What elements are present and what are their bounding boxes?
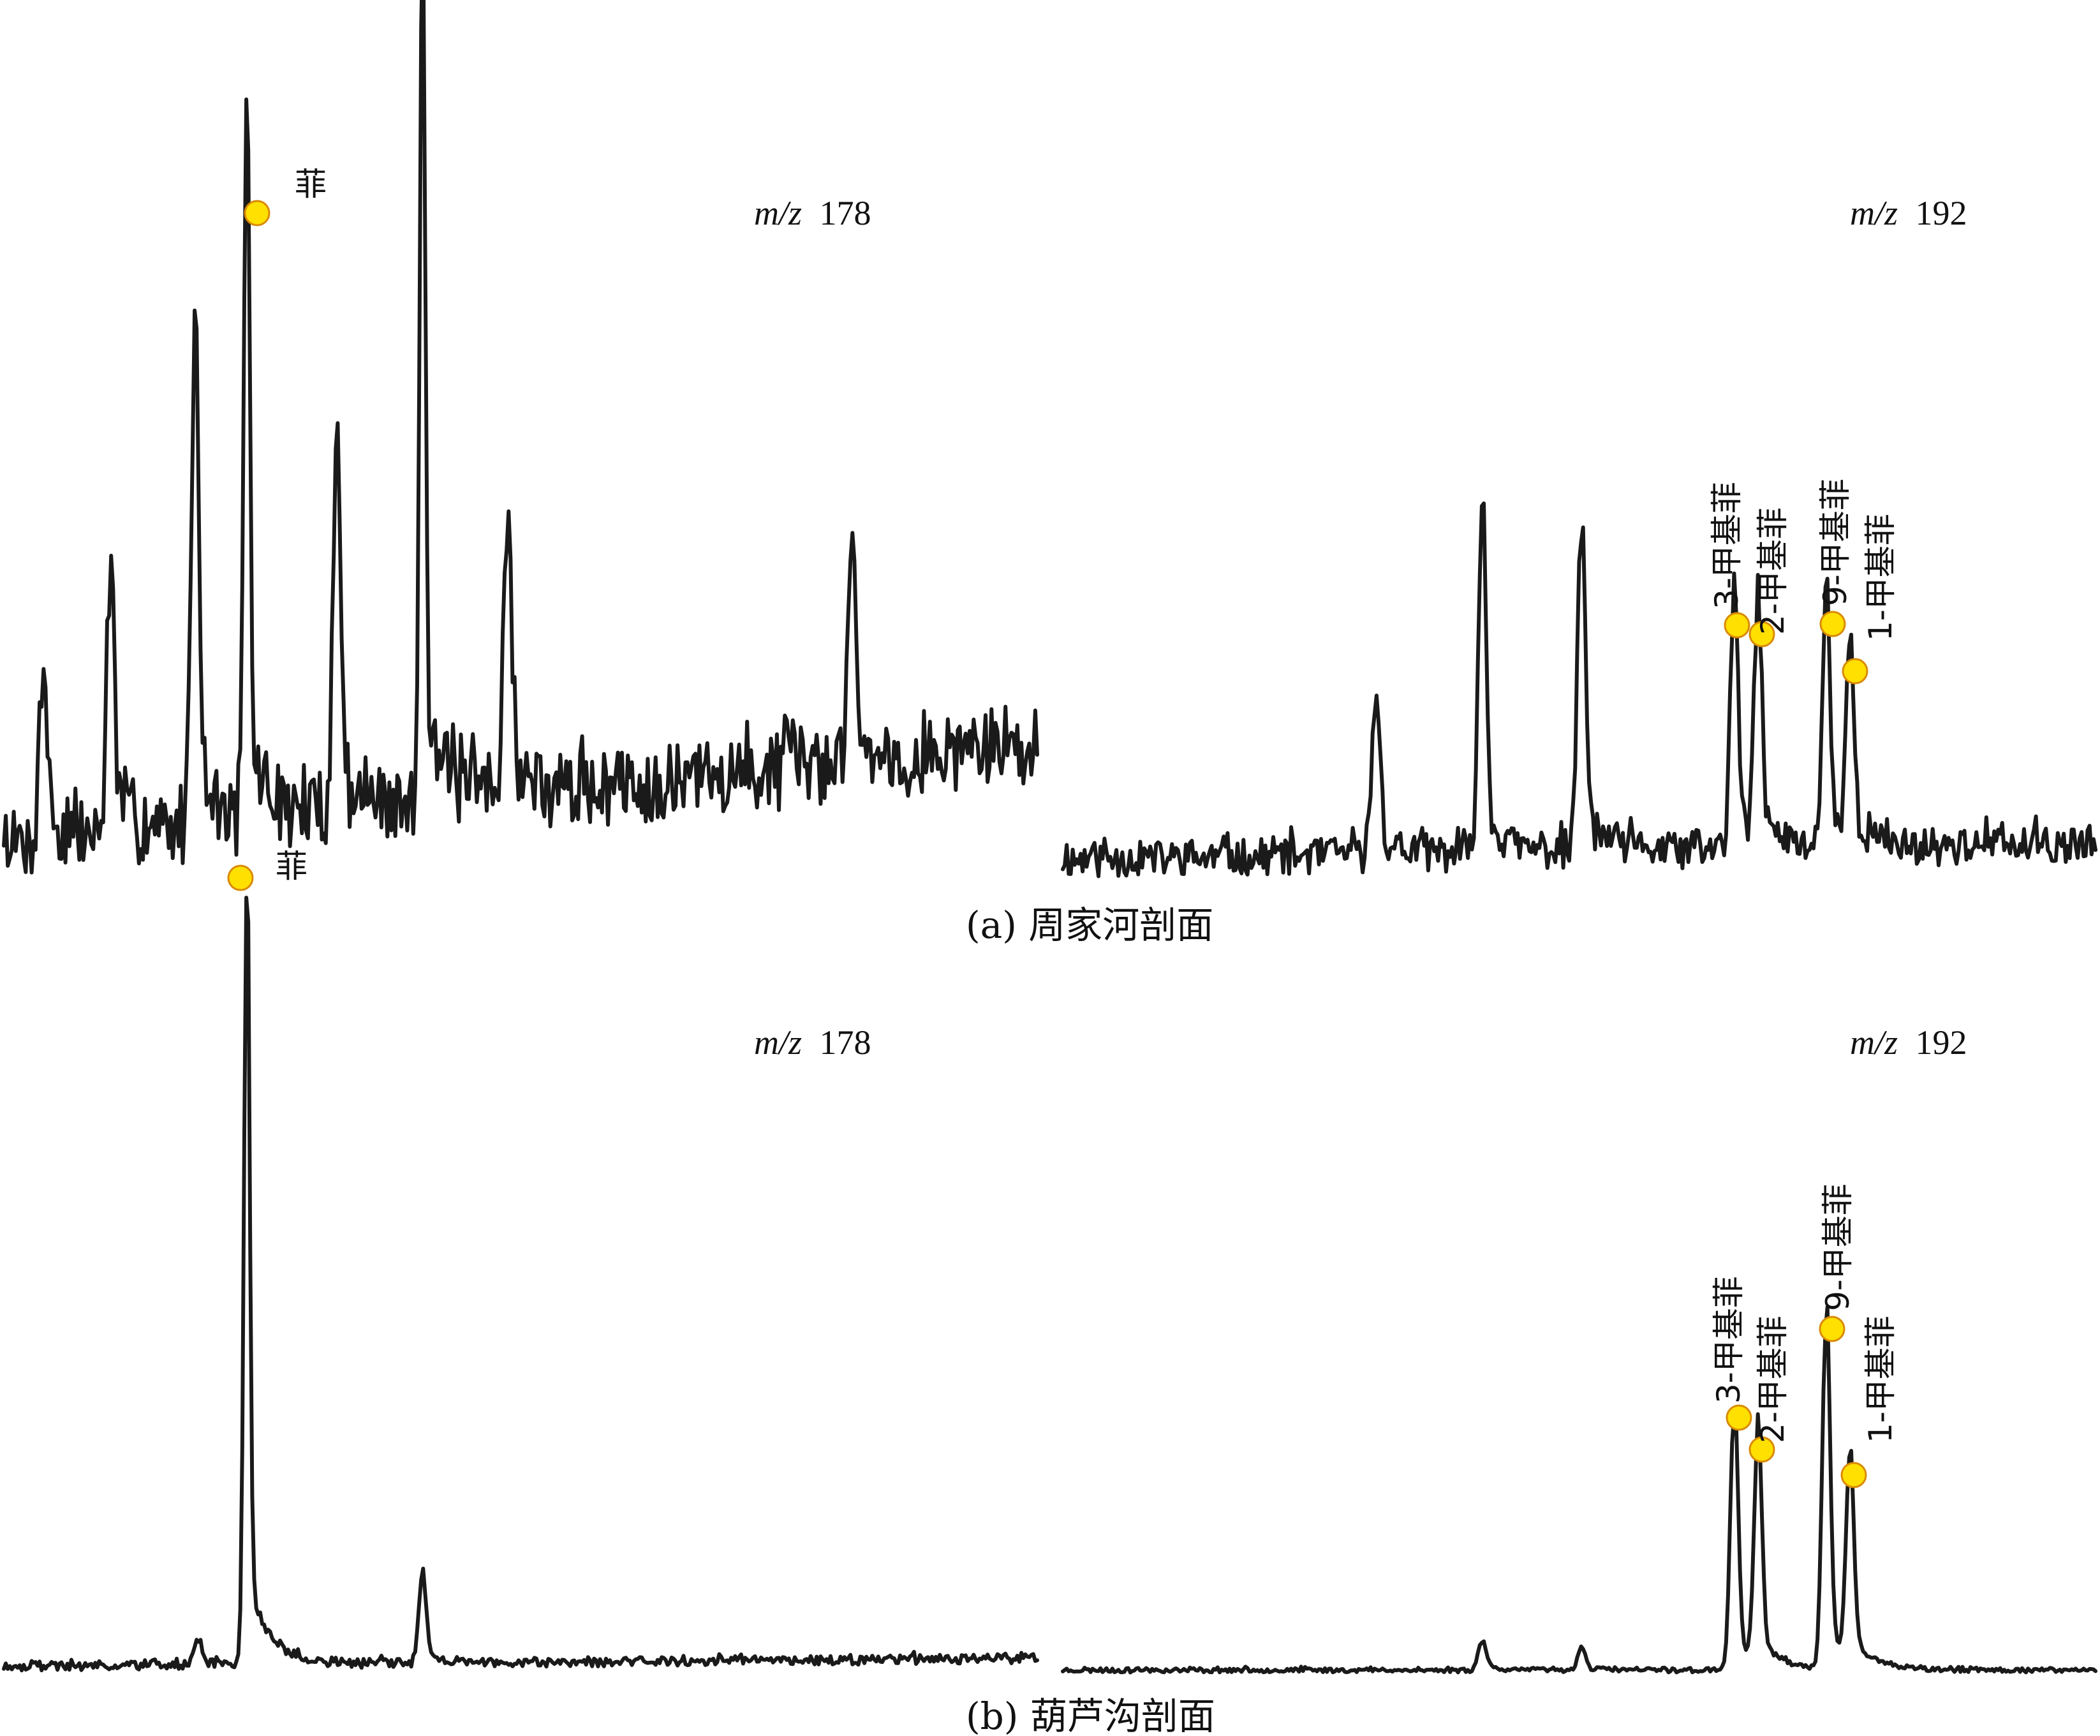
peak-label-1-methylphenanthrene: 1-甲基菲 [1862, 1316, 1899, 1443]
ion-label-b-mz178: m/z 178 [754, 1023, 871, 1062]
peak-label-3-methylphenanthrene: 3-甲基菲 [1708, 482, 1745, 609]
peak-marker-2-methylphenanthrene [1749, 621, 1775, 648]
ion-label-b-mz192: m/z 192 [1850, 1023, 1967, 1062]
peak-marker-1-methylphenanthrene [1842, 658, 1868, 685]
panel-a-mz192: m/z 192 3-甲基菲 2-甲基菲 9-甲基菲 1-甲基菲 [1061, 194, 2097, 879]
ion-label-prefix: m/z [754, 1023, 802, 1062]
ion-label-prefix: m/z [1850, 194, 1898, 232]
chromatogram-trace-b-mz192 [1061, 1305, 2097, 1675]
panel-b-mz178: m/z 178 菲 [2, 848, 1039, 1673]
peak-marker-1-methylphenanthrene [1840, 1462, 1867, 1488]
ion-label-value: 192 [1916, 1023, 1967, 1062]
peak-label-9-methylphenanthrene: 9-甲基菲 [1819, 1183, 1856, 1311]
peak-label-2-methylphenanthrene: 2-甲基菲 [1754, 507, 1791, 635]
ion-label-prefix: m/z [1850, 1023, 1898, 1062]
peak-label-phenanthrene: 菲 [276, 848, 307, 885]
ion-label-value: 178 [820, 1023, 871, 1062]
chromatogram-trace-a-mz178 [2, 0, 1039, 875]
ion-label-a-mz192: m/z 192 [1850, 194, 1967, 232]
peak-marker-9-methylphenanthrene [1819, 1316, 1845, 1342]
panel-b-mz192: m/z 192 3-甲基菲 2-甲基菲 9-甲基菲 1-甲基菲 [1061, 1023, 2097, 1675]
panel-a-mz178: m/z 178 菲 [2, 0, 1039, 875]
ion-label-value: 178 [820, 194, 871, 232]
peak-label-9-methylphenanthrene: 9-甲基菲 [1817, 479, 1854, 606]
panel-b-caption: (b) 葫芦沟剖面 [966, 1695, 1215, 1736]
peak-label-2-methylphenanthrene: 2-甲基菲 [1754, 1316, 1791, 1443]
peak-label-1-methylphenanthrene: 1-甲基菲 [1862, 514, 1899, 641]
peak-marker-2-methylphenanthrene [1749, 1436, 1775, 1463]
peak-label-phenanthrene: 菲 [295, 166, 327, 203]
peak-marker-phenanthrene [227, 864, 254, 891]
peak-marker-3-methylphenanthrene [1724, 612, 1750, 639]
ion-label-prefix: m/z [754, 194, 802, 232]
peak-label-3-methylphenanthrene: 3-甲基菲 [1710, 1276, 1747, 1404]
chromatogram-trace-b-mz178 [2, 895, 1039, 1673]
panel-a-caption: (a) 周家河剖面 [966, 903, 1213, 947]
peak-marker-phenanthrene [244, 200, 270, 226]
ion-label-value: 192 [1916, 194, 1967, 232]
chromatogram-trace-a-mz192 [1061, 501, 2097, 879]
peak-marker-9-methylphenanthrene [1819, 611, 1846, 637]
ion-label-a-mz178: m/z 178 [754, 194, 871, 232]
peak-marker-3-methylphenanthrene [1726, 1404, 1752, 1431]
